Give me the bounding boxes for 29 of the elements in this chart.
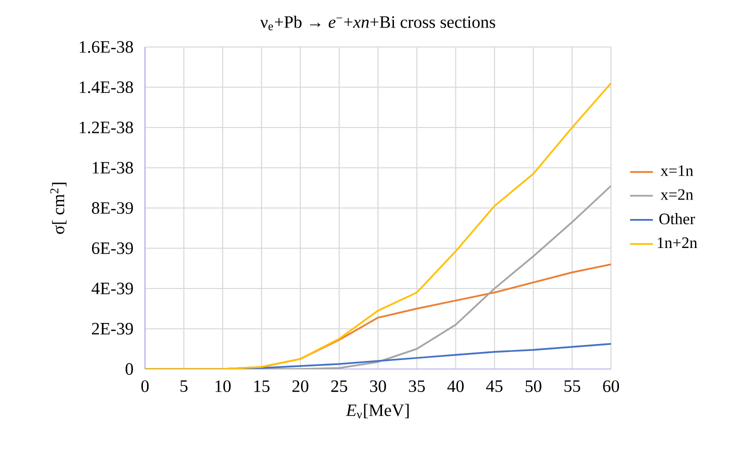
- y-tick-label: 6E-39: [92, 242, 133, 254]
- x-tick-label: 10: [216, 380, 231, 392]
- legend-label: Other: [659, 213, 695, 224]
- legend-label: 1n+2n: [658, 237, 698, 248]
- x-tick-label: 50: [526, 380, 542, 392]
- y-tick-label: 2E-39: [92, 322, 133, 335]
- y-tick-label: 0: [126, 363, 133, 375]
- y-tick-label: 1.6E-38: [80, 41, 133, 53]
- x-tick-label: 0: [141, 380, 149, 392]
- y-tick-label: 4E-39: [92, 282, 133, 294]
- chart-title: ν$_{e}$+Pb → e$^{−}$+xn+Bi cross sections: [260, 16, 496, 30]
- y-tick-label: 1E-38: [92, 162, 133, 174]
- x-tick-label: 5: [180, 380, 188, 392]
- legend-label: x=2n: [660, 189, 694, 200]
- x-tick-label: 20: [292, 380, 308, 392]
- y-tick-label: 1.4E-38: [80, 81, 133, 94]
- x-axis-title: E$_{ν}$[MeV]: [346, 404, 409, 418]
- x-tick-label: 55: [564, 380, 580, 392]
- x-tick-label: 30: [370, 380, 386, 392]
- y-axis-title: σ[ cm$^{2}$]: [50, 182, 66, 234]
- x-tick-label: 40: [447, 380, 464, 392]
- x-tick-label: 35: [409, 380, 425, 392]
- x-tick-label: 25: [331, 380, 348, 392]
- y-tick-label: 8E-39: [92, 202, 133, 214]
- x-tick-label: 45: [486, 380, 502, 392]
- x-tick-label: 15: [254, 380, 270, 392]
- legend-label: x=1n: [660, 165, 694, 176]
- x-tick-label: 60: [603, 380, 620, 392]
- y-tick-label: 1.2E-38: [80, 122, 133, 134]
